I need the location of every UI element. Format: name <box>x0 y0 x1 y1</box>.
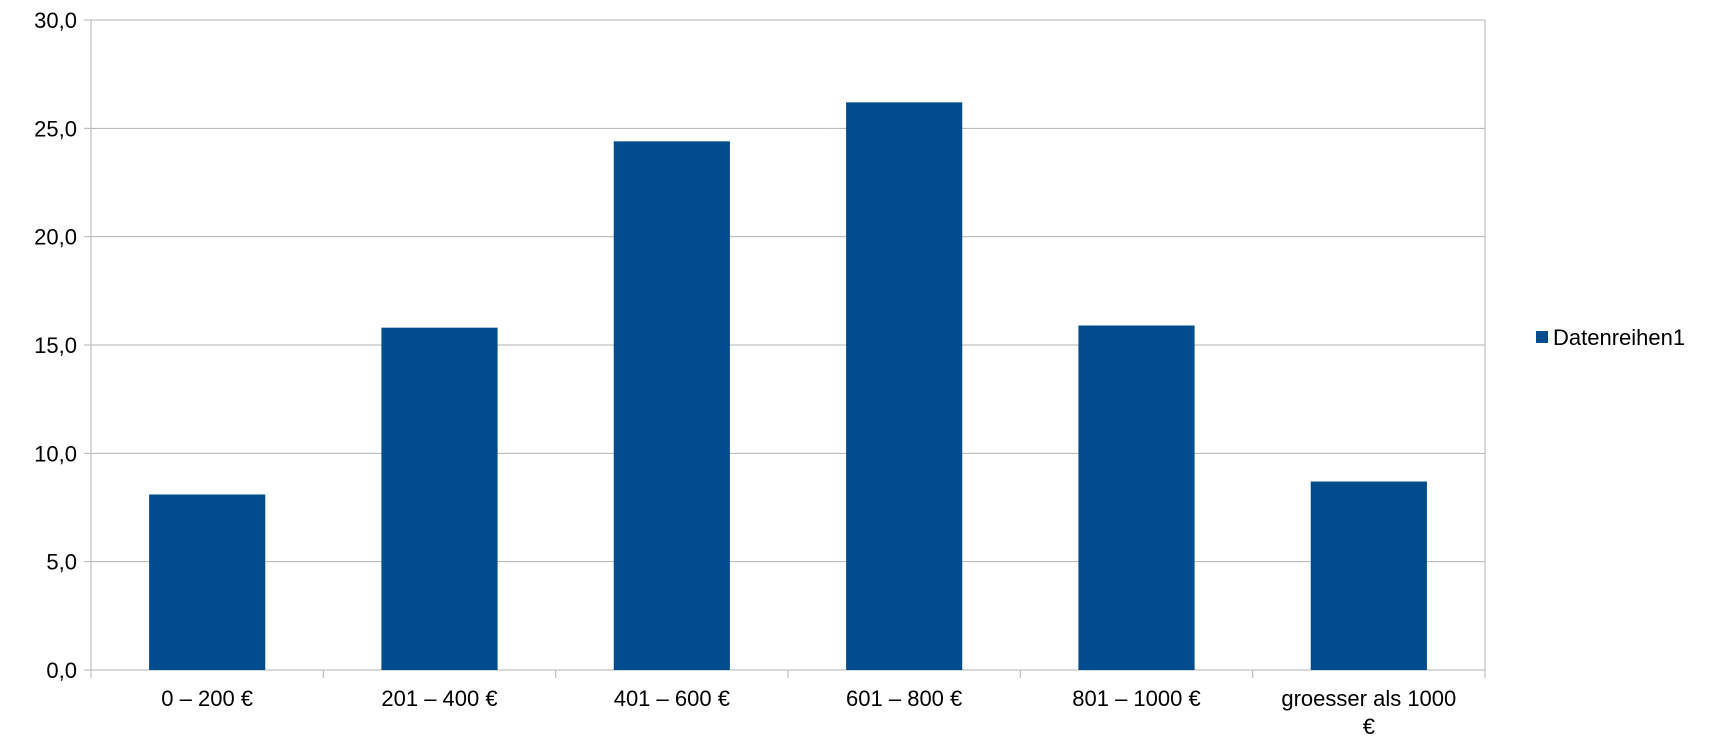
x-tick-label: 801 – 1000 € <box>1072 686 1200 711</box>
y-tick-label: 30,0 <box>34 8 77 33</box>
bar <box>1078 325 1195 670</box>
y-tick-label: 15,0 <box>34 333 77 358</box>
legend-swatch <box>1536 331 1548 343</box>
y-tick-label: 25,0 <box>34 116 77 141</box>
bar <box>149 494 266 670</box>
x-tick-labels: 0 – 200 € 201 – 400 € 401 – 600 € 601 – 800… <box>161 686 1456 739</box>
x-tick-label: 401 – 600 € <box>614 686 730 711</box>
bars <box>149 102 1427 671</box>
x-tick-label: 601 – 800 € <box>846 686 962 711</box>
bar <box>381 327 498 670</box>
y-tick-label: 10,0 <box>34 441 77 466</box>
gridlines <box>91 19 1485 563</box>
bar <box>613 141 730 671</box>
bar <box>846 102 963 671</box>
axes <box>84 19 1486 678</box>
bar <box>1310 481 1427 670</box>
x-tick-label: 0 – 200 € <box>161 686 253 711</box>
y-tick-label: 0,0 <box>46 658 77 683</box>
x-tick-label: 201 – 400 € <box>381 686 497 711</box>
legend: Datenreihen1 <box>1536 325 1685 350</box>
y-tick-label: 20,0 <box>34 225 77 250</box>
legend-label: Datenreihen1 <box>1553 325 1685 350</box>
y-tick-labels: 0,0 5,0 10,0 15,0 20,0 25,0 30,0 <box>34 8 77 683</box>
y-tick-label: 5,0 <box>46 550 77 575</box>
x-tick-label: groesser als 1000 € <box>1281 686 1456 739</box>
